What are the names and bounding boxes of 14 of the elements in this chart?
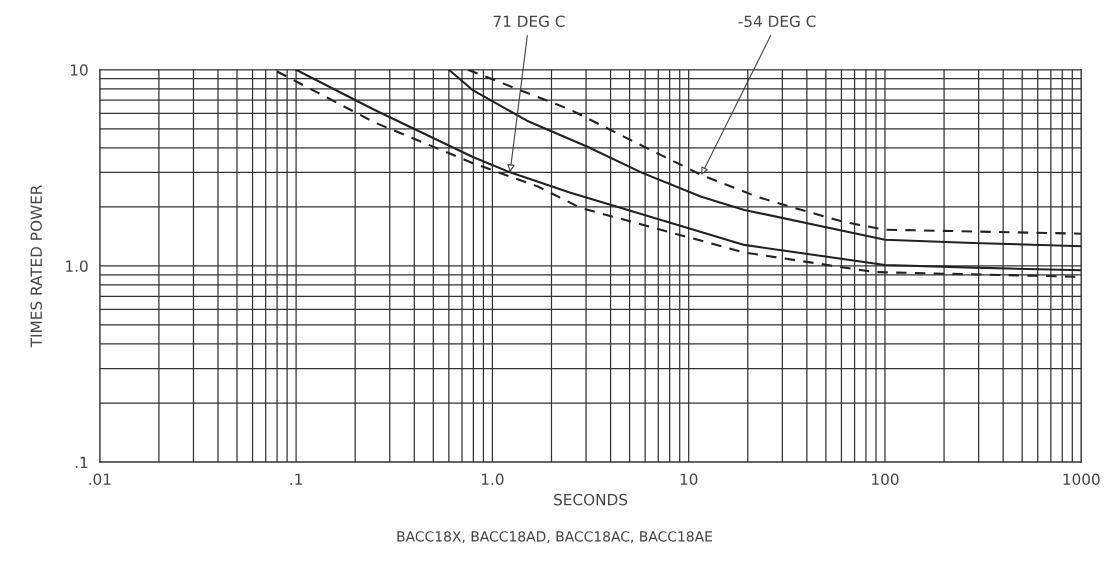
x-tick-label: .01 <box>89 473 111 486</box>
annotation: 71 DEG C <box>493 15 565 28</box>
text: BACC18X, BACC18AD, BACC18AC, BACC18AE <box>397 531 713 544</box>
annotation: -54 DEG C <box>738 15 816 28</box>
x-tick-label: .1 <box>290 473 302 485</box>
x-tick-label: 1.0 <box>481 473 504 486</box>
x-tick-label: 10 <box>680 473 698 486</box>
y-tick-label: 1.0 <box>66 260 88 272</box>
y-tick-label: 10 <box>70 64 88 76</box>
x-tick-label: 1000 <box>1063 473 1100 486</box>
y-tick-label: .1 <box>75 456 88 468</box>
x-tick-label: 100 <box>872 473 899 486</box>
x-axis-title: SECONDS <box>554 493 628 506</box>
y-axis-title: TIMES RATED POWER <box>30 185 42 348</box>
